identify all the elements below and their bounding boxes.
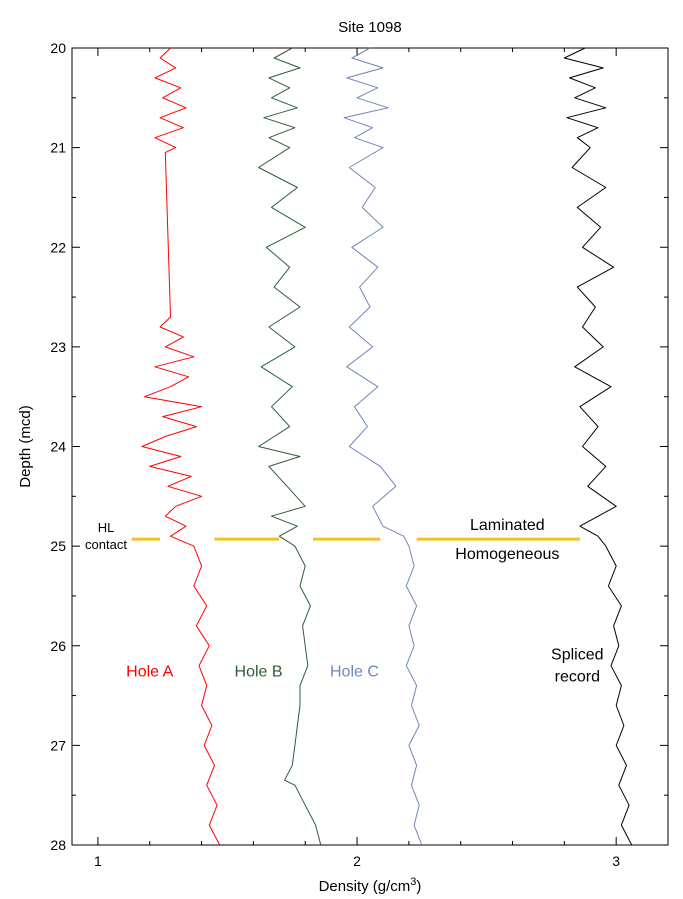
hole-c-line [343,47,423,846]
hole-c-label: Hole C [330,664,379,681]
y-tick-label: 20 [50,40,66,56]
y-tick-label: 27 [50,737,66,753]
y-axis-title: Depth (mcd) [17,405,34,488]
series-layer [141,47,633,846]
x-axis-title-main: Density (g/cm [319,878,411,895]
hl-contact-label-line1: HL [98,520,115,535]
y-tick-label: 26 [50,638,66,654]
homogeneous-label: Homogeneous [455,546,559,563]
x-axis-title-close: ) [416,878,421,895]
hl-contact-layer: HL contact Laminated Homogeneous [85,517,580,563]
x-axis-title-superscript: 3 [410,876,416,888]
y-tick-label: 24 [50,439,66,455]
y-tick-label: 22 [50,239,66,255]
spliced-record-line [563,47,633,846]
hole-b-line [258,47,322,846]
y-tick-label: 28 [50,837,66,853]
spliced-label: Spliced [551,647,603,664]
chart-title: Site 1098 [338,19,401,36]
x-tick-label: 2 [353,853,361,869]
laminated-label: Laminated [470,517,545,534]
hole-b-label: Hole B [235,664,283,681]
y-tick-label: 21 [50,140,66,156]
y-tick-label: 25 [50,538,66,554]
hole-a-line [141,47,221,846]
y-tick-label: 23 [50,339,66,355]
record-label: record [555,669,600,686]
hole-a-label: Hole A [126,664,173,681]
hl-contact-label-line2: contact [85,537,127,552]
plot-border [71,47,669,846]
plot-frame [71,47,669,846]
annotation-layer: Hole A Hole B Hole C Spliced record [126,647,603,686]
x-tick-label: 3 [612,853,620,869]
x-tick-label: 1 [94,853,102,869]
x-axis-title: Density (g/cm3) [319,876,422,895]
